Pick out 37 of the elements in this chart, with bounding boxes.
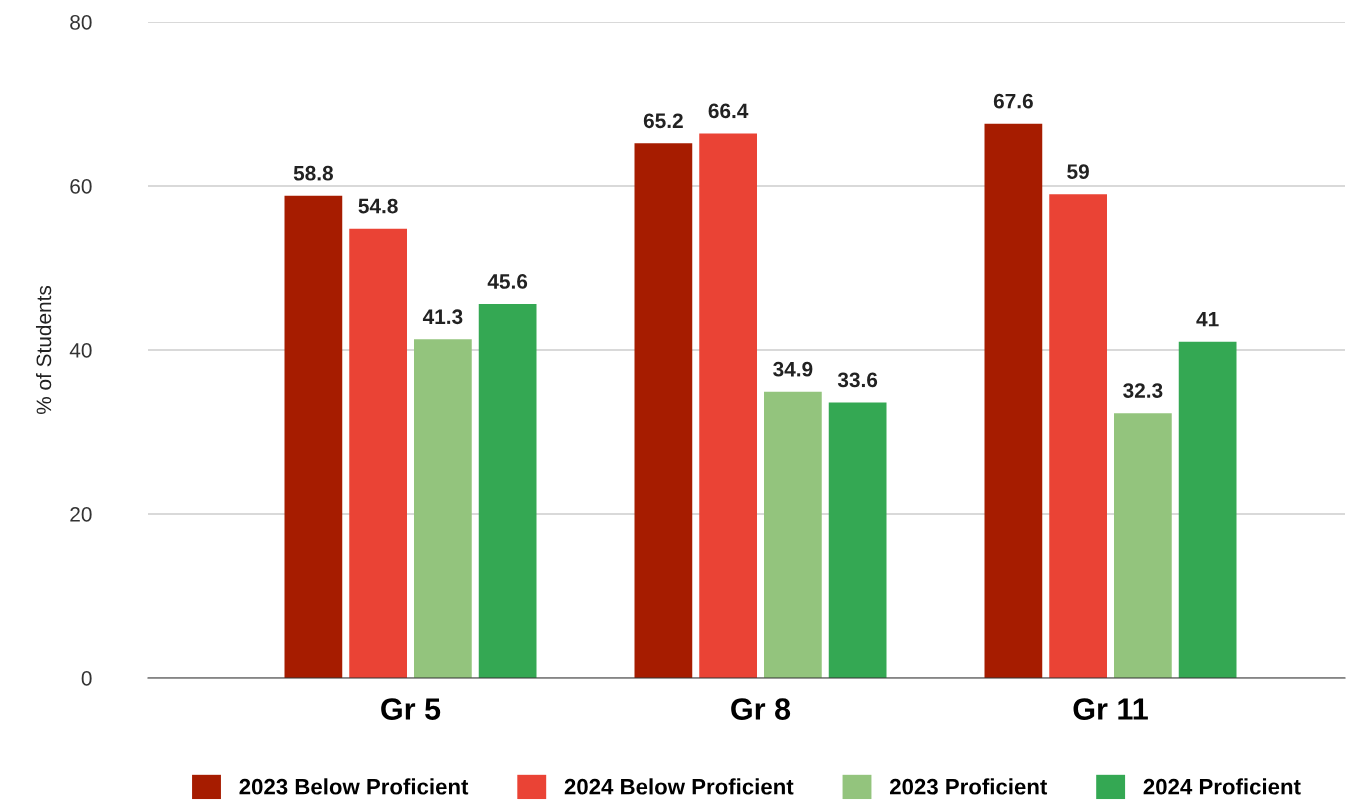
bar [284,195,343,678]
data-label: 41.3 [422,309,463,325]
bar [414,339,472,678]
x-tick-label: Gr 5 [381,698,441,720]
data-label: 66.4 [708,103,749,119]
y-tick-label: 0 [81,671,92,686]
data-label: 65.2 [643,113,683,129]
legend-label: 2024 Proficient [1143,778,1301,795]
data-label: 58.8 [293,165,334,181]
data-label: 67.6 [993,93,1033,109]
bar [984,123,1043,678]
bar [699,133,757,678]
y-tick-label: 60 [70,179,92,194]
data-label: 32.3 [1123,383,1163,398]
y-tick-label: 80 [70,15,92,30]
y-axis-title: % of Students [35,285,52,415]
bar [764,391,822,678]
data-label: 59 [1067,164,1089,179]
legend-label: 2023 Below Proficient [239,778,469,795]
bar [478,304,537,678]
legend-label: 2023 Proficient [889,778,1048,795]
data-label: 45.6 [487,274,528,289]
bar [634,143,693,678]
bar [828,402,887,678]
data-label: 33.6 [837,372,878,388]
data-label: 34.9 [773,361,813,377]
bar [349,228,407,678]
bar [1178,341,1237,678]
bar [1049,194,1107,678]
data-label: 41 [1196,312,1219,327]
y-tick-label: 20 [70,507,92,522]
data-label: 54.8 [358,198,398,214]
y-tick-label: 40 [69,343,92,358]
bar [1114,413,1172,678]
x-tick-label: Gr 8 [731,698,791,720]
legend-label: 2024 Below Proficient [564,778,794,795]
x-tick-label: Gr 11 [1073,698,1148,720]
